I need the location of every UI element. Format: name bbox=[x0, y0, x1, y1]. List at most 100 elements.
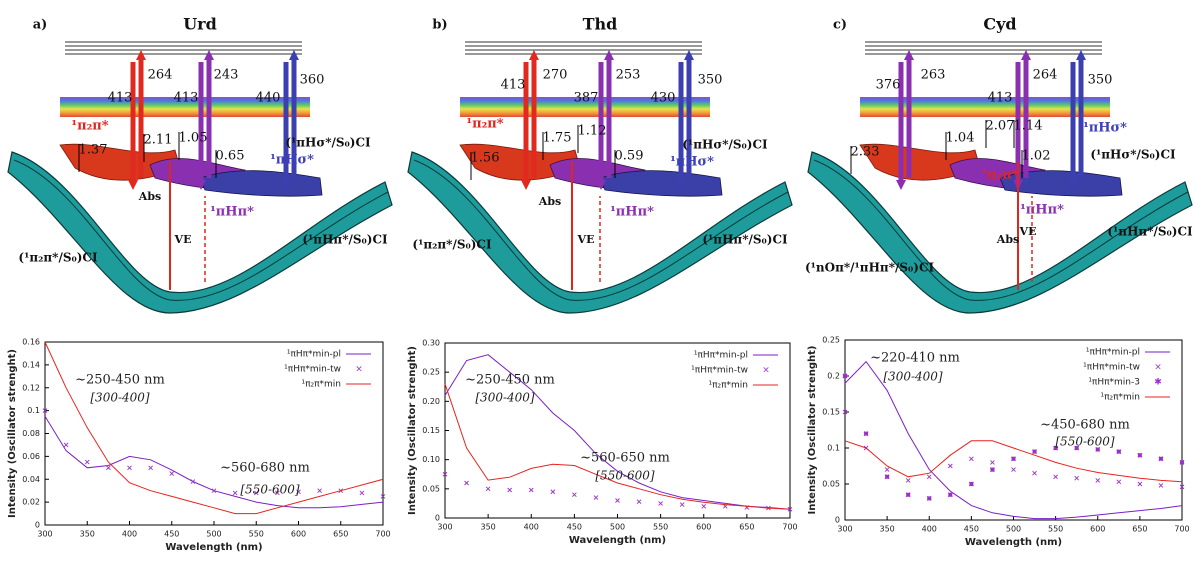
series-marker bbox=[572, 492, 577, 497]
ci-label: (¹π₂π*/S₀)CI bbox=[18, 251, 98, 265]
series-marker bbox=[968, 481, 974, 487]
arrow-head bbox=[521, 180, 531, 190]
x-tick-label: 300 bbox=[37, 530, 52, 539]
x-tick-label: 600 bbox=[291, 530, 306, 539]
series-marker bbox=[905, 492, 911, 498]
panel-label: c) bbox=[833, 18, 847, 33]
series-marker bbox=[296, 489, 301, 495]
series-marker bbox=[969, 456, 974, 462]
potential-surface bbox=[807, 151, 1193, 314]
y-tick-label: 0 bbox=[835, 516, 840, 525]
series-marker bbox=[989, 467, 995, 473]
legend-label: ¹πHπ*min-tw bbox=[284, 365, 341, 375]
series-marker bbox=[701, 504, 707, 509]
state-label: ¹π₂π* bbox=[466, 117, 503, 132]
diagram-panel: b) Thd 413 270 387 253 430 350 1.56 1.75 1.12 0.59 ¹… bbox=[407, 15, 793, 314]
ci-label: (¹πHσ*/S₀)CI bbox=[1090, 148, 1176, 162]
x-tick-label: 650 bbox=[1132, 525, 1147, 534]
y-tick-label: 0.14 bbox=[22, 360, 40, 369]
ci-label: (¹πHπ*/S₀)CI bbox=[1107, 225, 1193, 239]
series-line bbox=[44, 341, 384, 515]
wavelength-label: 376 bbox=[876, 78, 901, 93]
legend-label: ¹π₂π*min bbox=[301, 380, 341, 390]
annotation: ~220-410 nm bbox=[870, 351, 960, 366]
energy-label: 2.11 bbox=[144, 133, 173, 148]
excitation-arrow bbox=[906, 58, 912, 178]
state-label: ¹πHσ* bbox=[1083, 121, 1127, 136]
series-marker bbox=[1032, 470, 1037, 476]
y-tick-label: 0.2 bbox=[827, 372, 840, 381]
excitation-arrow bbox=[291, 58, 297, 178]
x-axis-label: Wavelength (nm) bbox=[569, 535, 666, 546]
y-tick-label: 0.15 bbox=[822, 408, 840, 417]
annotation: [550-600] bbox=[595, 469, 655, 483]
energy-label: 1.02 bbox=[1022, 149, 1051, 164]
plot-frame bbox=[444, 342, 791, 519]
wavelength-label: 413 bbox=[174, 91, 199, 106]
legend-swatch-glyph: × bbox=[762, 366, 770, 376]
ribbon-blue bbox=[199, 170, 323, 197]
series-marker bbox=[1032, 449, 1038, 455]
x-tick-label: 500 bbox=[610, 523, 625, 532]
series-marker bbox=[84, 459, 90, 465]
annotation: ~450-680 nm bbox=[1040, 418, 1130, 433]
excitation-arrow bbox=[686, 58, 692, 178]
series-marker bbox=[317, 488, 322, 494]
x-tick-label: 700 bbox=[375, 530, 390, 539]
legend-swatch-glyph: ✱ bbox=[1154, 378, 1162, 388]
series-marker bbox=[190, 479, 196, 484]
series-marker bbox=[679, 502, 685, 507]
legend-label: ¹πHπ*min-tw bbox=[1083, 363, 1140, 373]
energy-label: 0.65 bbox=[216, 149, 245, 164]
surface-line bbox=[813, 159, 1189, 301]
series-marker bbox=[884, 467, 890, 472]
state-label: ¹πHπ* bbox=[610, 205, 654, 220]
arrow-head bbox=[204, 50, 214, 60]
series-marker bbox=[1116, 449, 1122, 455]
surface-line bbox=[413, 159, 789, 301]
x-tick-label: 450 bbox=[964, 525, 979, 534]
x-tick-label: 500 bbox=[206, 530, 221, 539]
excitation-arrow bbox=[523, 62, 529, 182]
energy-label: 2.33 bbox=[851, 145, 880, 160]
excitation-arrow bbox=[1078, 58, 1084, 178]
series-marker bbox=[1137, 481, 1143, 487]
legend-swatch-glyph: × bbox=[355, 365, 363, 375]
series-marker bbox=[127, 465, 132, 471]
arrow-head bbox=[128, 180, 138, 190]
surface-line bbox=[13, 159, 389, 301]
arrow-head bbox=[529, 50, 539, 60]
plot-frame bbox=[844, 339, 1183, 521]
wavelength-label: 413 bbox=[108, 91, 133, 106]
annotation: ~560-650 nm bbox=[580, 451, 670, 466]
series-line bbox=[844, 360, 1183, 520]
state-label: ¹π₂π* bbox=[981, 168, 1018, 183]
y-tick-label: 0.20 bbox=[422, 397, 440, 406]
arrow-head bbox=[289, 50, 299, 60]
series-marker bbox=[842, 409, 848, 415]
spectrum-band bbox=[460, 97, 710, 117]
wavelength-label: 413 bbox=[988, 91, 1013, 106]
legend-label: ¹πHπ*min-pl bbox=[694, 351, 748, 361]
state-label: ¹πHσ* bbox=[270, 153, 314, 168]
series-marker bbox=[211, 488, 217, 494]
x-tick-label: 600 bbox=[696, 523, 711, 532]
y-tick-label: 0.15 bbox=[422, 426, 440, 435]
series-marker bbox=[1095, 478, 1101, 483]
excitation-arrow bbox=[198, 62, 204, 182]
energy-label: 1.56 bbox=[471, 151, 500, 166]
annotation: [300-400] bbox=[883, 370, 943, 384]
annotation: [300-400] bbox=[90, 391, 150, 405]
ci-label: (¹π₂π*/S₀)CI bbox=[412, 238, 492, 252]
x-tick-label: 500 bbox=[1006, 525, 1021, 534]
arrow-head bbox=[136, 50, 146, 60]
x-tick-label: 450 bbox=[164, 530, 179, 539]
excitation-arrow bbox=[1070, 62, 1076, 182]
series-marker bbox=[1116, 479, 1122, 485]
x-tick-label: 300 bbox=[837, 525, 852, 534]
series-marker bbox=[615, 498, 620, 503]
ci-label: (¹πHπ*/S₀)CI bbox=[702, 233, 788, 247]
series-marker bbox=[528, 487, 534, 493]
x-tick-label: 350 bbox=[879, 525, 894, 534]
energy-label: 1.37 bbox=[79, 143, 108, 158]
